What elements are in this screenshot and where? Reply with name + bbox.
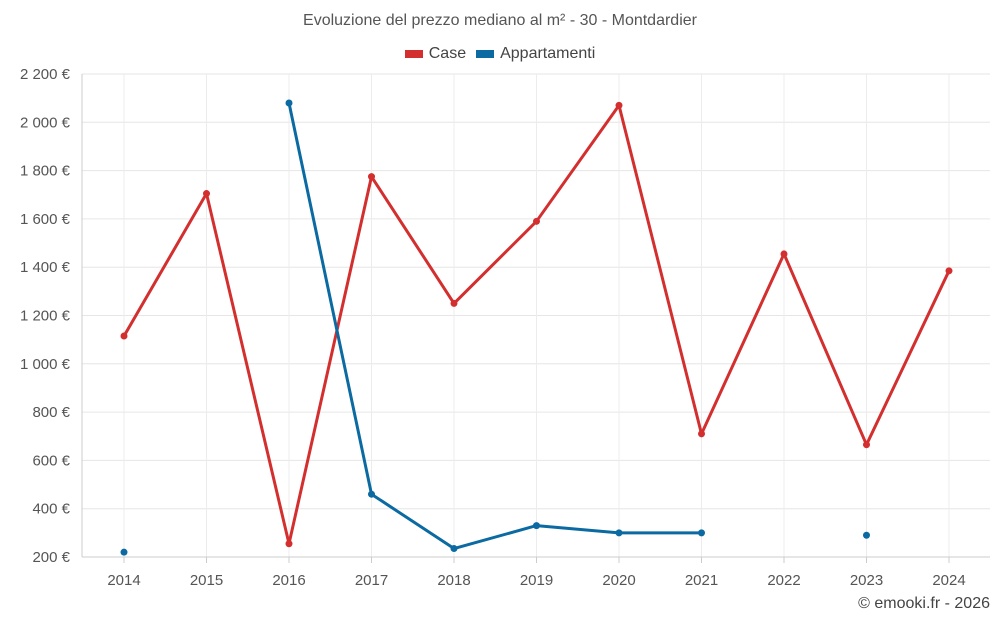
data-point-case [120, 332, 128, 340]
y-tick-label: 1 600 € [20, 211, 71, 228]
x-tick-label: 2023 [850, 572, 883, 589]
x-tick-label: 2022 [767, 572, 800, 589]
x-tick-label: 2018 [437, 572, 470, 589]
chart-title: Evoluzione del prezzo mediano al m² - 30… [303, 12, 697, 29]
data-point-case [780, 250, 788, 258]
legend-label-appartamenti: Appartamenti [500, 45, 596, 62]
data-point-case [203, 190, 210, 198]
data-point-case [945, 267, 953, 275]
legend-label-case: Case [428, 45, 467, 62]
data-point-case [450, 299, 458, 307]
data-point-appartamenti [120, 548, 128, 556]
data-point-appartamenti [698, 529, 705, 537]
data-point-appartamenti [450, 545, 458, 553]
x-tick-label: 2021 [685, 572, 718, 589]
data-point-appartamenti [863, 531, 870, 539]
y-tick-label: 200 € [32, 549, 70, 566]
data-point-appartamenti [285, 99, 293, 107]
y-tick-label: 1 200 € [20, 308, 71, 325]
y-tick-label: 400 € [32, 501, 70, 518]
y-tick-label: 600 € [32, 452, 70, 469]
x-tick-label: 2019 [520, 572, 553, 589]
data-point-case [698, 430, 705, 438]
y-tick-label: 800 € [32, 404, 70, 421]
x-tick-label: 2016 [272, 572, 305, 589]
y-tick-label: 2 000 € [20, 114, 71, 131]
x-tick-label: 2015 [190, 572, 223, 589]
data-point-case [285, 540, 293, 548]
legend: Case Appartamenti [0, 45, 1000, 63]
legend-swatch-case [404, 50, 423, 58]
series-line-appartamenti [287, 102, 702, 551]
data-point-case [533, 217, 540, 225]
credit-text: © emooki.fr - 2026 [858, 595, 990, 612]
data-point-appartamenti [368, 490, 375, 498]
data-point-case [863, 441, 870, 449]
y-tick-label: 1 800 € [20, 163, 71, 180]
y-tick-label: 1 000 € [20, 356, 71, 373]
x-tick-label: 2017 [355, 572, 388, 589]
x-tick-label: 2014 [107, 572, 140, 589]
x-tick-label: 2024 [932, 572, 965, 589]
legend-item-case[interactable]: Case [404, 45, 467, 63]
y-tick-label: 2 200 € [20, 66, 71, 83]
data-point-case [615, 101, 623, 109]
data-point-appartamenti [533, 522, 540, 530]
data-point-appartamenti [615, 529, 623, 537]
data-point-case [368, 173, 375, 181]
x-tick-label: 2020 [602, 572, 635, 589]
y-tick-label: 1 400 € [20, 259, 71, 276]
legend-swatch-appartamenti [476, 50, 495, 58]
legend-item-appartamenti[interactable]: Appartamenti [476, 45, 595, 63]
